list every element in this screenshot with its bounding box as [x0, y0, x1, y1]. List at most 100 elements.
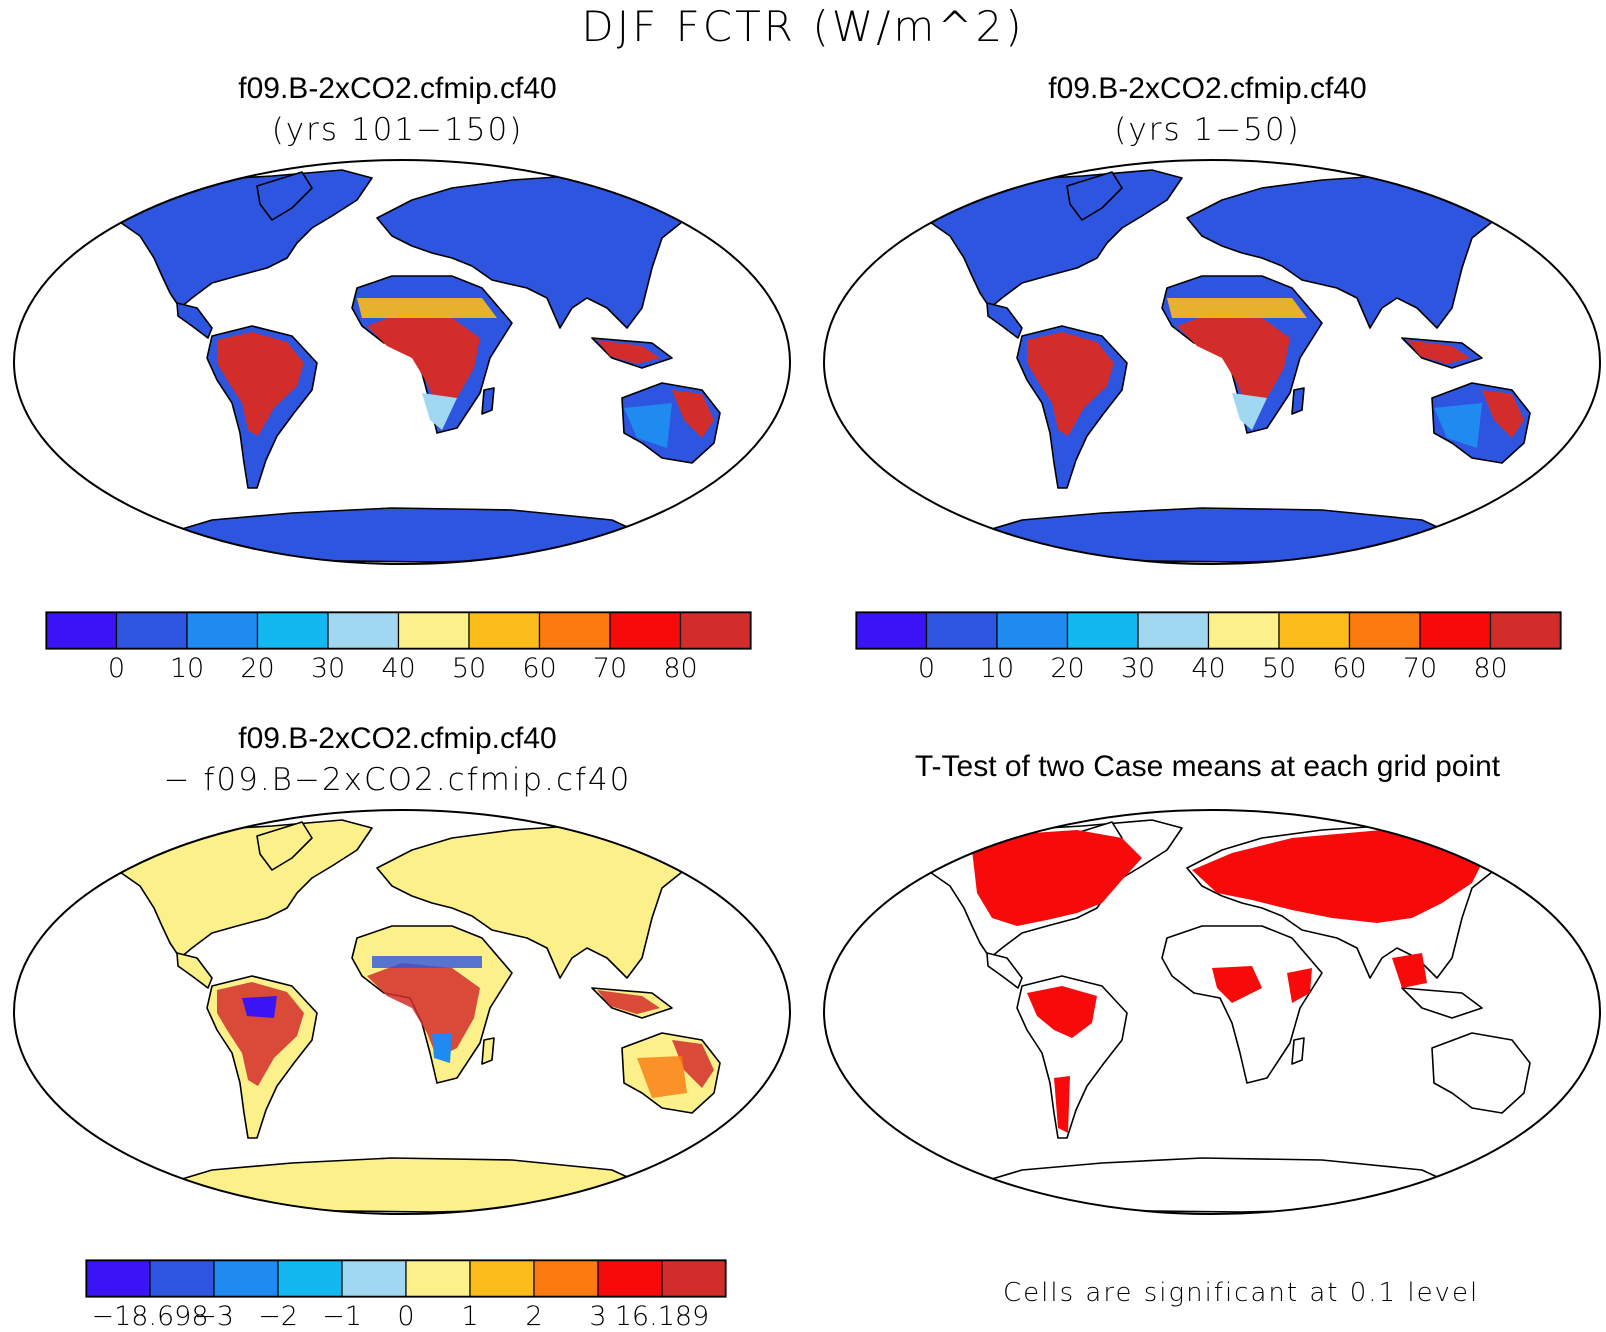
amazon-hotspot [217, 982, 304, 1086]
colorbar-frame [855, 611, 1562, 650]
madagascar-land [1291, 387, 1305, 415]
south-africa-band [422, 393, 457, 430]
central-america-land [986, 952, 1023, 989]
colorbar-tick-label: 30 [1120, 653, 1156, 684]
colorbar-swatch [1489, 611, 1562, 650]
colorbar-swatch [533, 1259, 599, 1298]
colorbar-tick-label: 0 [917, 653, 936, 684]
colorbar-tick-label: 2 [525, 1301, 543, 1332]
colorbar-tick-label: 40 [381, 653, 416, 684]
antarctica-land [151, 1157, 663, 1213]
panel-3-subtitle: − f09.B−2xCO2.cfmip.cf40 [163, 762, 632, 798]
sahel-band [1167, 298, 1307, 318]
colorbar-frame [85, 1259, 727, 1298]
colorbar-tick-label: 0 [107, 653, 126, 684]
panel-3-colorbar [85, 1259, 727, 1298]
colorbar-frame [45, 611, 752, 650]
north-america-land [926, 169, 1183, 309]
south-africa-band [1232, 393, 1267, 430]
panel-1-map [13, 159, 791, 565]
amazon-hotspot [1027, 332, 1114, 436]
colorbar-swatch [85, 1259, 151, 1298]
colorbar-swatch [327, 611, 400, 650]
africa-significant [1212, 966, 1262, 1003]
colorbar-tick-label: 20 [1050, 653, 1085, 684]
colorbar-swatch [1207, 611, 1280, 650]
colorbar-swatch [115, 611, 188, 650]
colorbar-tick-label: 3 [589, 1301, 607, 1332]
colorbar-tick-label: 10 [169, 653, 205, 684]
south-america-significant [1027, 986, 1097, 1038]
panel-1-subtitle: (yrs 101−150) [271, 112, 524, 148]
map-border [823, 809, 1601, 1215]
north-america-significant [972, 830, 1142, 926]
east-africa-significant [1287, 968, 1312, 1003]
eurasia-significant [1192, 830, 1487, 923]
colorbar-swatch [538, 611, 611, 650]
significance-footnote: Cells are significant at 0.1 level [1003, 1278, 1480, 1308]
panel-1-title: f09.B-2xCO2.cfmip.cf40 [238, 72, 557, 105]
colorbar-swatch [597, 1259, 663, 1298]
panel-3-title: f09.B-2xCO2.cfmip.cf40 [238, 722, 557, 755]
se-asia-hotspot [597, 340, 660, 364]
colorbar-tick-label: 1 [461, 1301, 479, 1332]
colorbar-swatch [1066, 611, 1139, 650]
colorbar-swatch [45, 611, 118, 650]
colorbar-swatch [855, 611, 928, 650]
colorbar-tick-label: 80 [663, 653, 698, 684]
antarctica-land [961, 507, 1473, 563]
australia-interior-band [624, 403, 672, 448]
panel-2-colorbar [855, 611, 1562, 650]
antarctica-land [961, 1157, 1473, 1213]
colorbar-tick-label: −1 [322, 1301, 362, 1332]
figure-title: DJF FCTR (W/m^2) [581, 2, 1025, 51]
australia-north-hotspot [672, 390, 714, 438]
colorbar-swatch [1348, 611, 1421, 650]
colorbar-tick-label: 30 [310, 653, 346, 684]
patagonia-significant [1054, 1076, 1070, 1133]
colorbar-swatch [213, 1259, 279, 1298]
colorbar-swatch [256, 611, 329, 650]
panel-2-subtitle: (yrs 1−50) [1114, 112, 1301, 148]
colorbar-swatch [469, 1259, 535, 1298]
colorbar-swatch [149, 1259, 215, 1298]
colorbar-swatch [1137, 611, 1210, 650]
se-asia-hotspot [1407, 340, 1470, 364]
antarctica-land [151, 507, 663, 563]
greenland-land [256, 171, 313, 221]
central-america-land [176, 302, 213, 339]
colorbar-tick-label: −2 [258, 1301, 298, 1332]
panel-2-title: f09.B-2xCO2.cfmip.cf40 [1048, 72, 1367, 105]
sahel-band [357, 298, 497, 318]
madagascar-land [481, 1037, 495, 1065]
amazon-hotspot [217, 332, 304, 436]
colorbar-swatch [609, 611, 682, 650]
panel-3-map [13, 809, 791, 1215]
australia-interior-band [1434, 403, 1482, 448]
se-asia-hotspot [597, 990, 660, 1014]
colorbar-tick-label: 0 [397, 1301, 415, 1332]
madagascar-land [481, 387, 495, 415]
colorbar-tick-label: 40 [1191, 653, 1226, 684]
colorbar-tick-label: 10 [979, 653, 1015, 684]
map-border [823, 159, 1601, 565]
colorbar-swatch [679, 611, 752, 650]
panel-2-map [823, 159, 1601, 565]
colorbar-tick-label: 70 [592, 653, 628, 684]
colorbar-tick-label: 80 [1473, 653, 1508, 684]
colorbar-tick-label: 50 [451, 653, 487, 684]
central-america-land [176, 952, 213, 989]
greenland-land [256, 821, 313, 871]
amazon-negative-patch [242, 996, 277, 1018]
colorbar-swatch [661, 1259, 727, 1298]
north-america-land [116, 819, 373, 959]
australia-positive [637, 1056, 687, 1098]
madagascar-land [1291, 1037, 1305, 1065]
colorbar-swatch [397, 611, 470, 650]
colorbar-swatch [468, 611, 541, 650]
north-america-land [116, 169, 373, 309]
colorbar-swatch [1278, 611, 1351, 650]
sahel-negative-band [372, 956, 482, 968]
colorbar-tick-label: 60 [1332, 653, 1367, 684]
panel-1-colorbar [45, 611, 752, 650]
